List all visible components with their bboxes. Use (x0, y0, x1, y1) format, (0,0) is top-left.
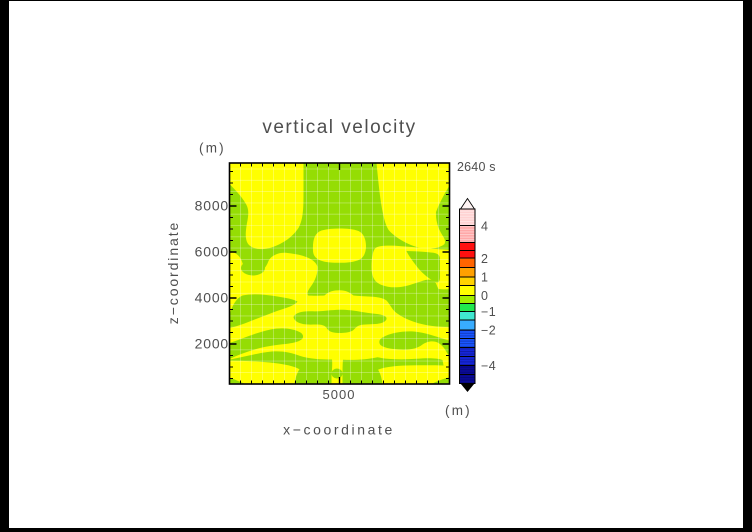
svg-text:0: 0 (481, 289, 488, 303)
svg-text:−2: −2 (481, 324, 496, 338)
svg-text:z−coordinate: z−coordinate (165, 221, 181, 324)
svg-text:2: 2 (481, 252, 488, 266)
svg-text:5000: 5000 (323, 387, 356, 402)
svg-text:4000: 4000 (195, 290, 229, 306)
svg-text:−4: −4 (481, 359, 496, 373)
svg-text:2640 s: 2640 s (457, 160, 496, 174)
svg-text:vertical velocity: vertical velocity (262, 117, 416, 138)
svg-text:x−coordinate: x−coordinate (283, 422, 395, 438)
svg-text:2000: 2000 (195, 336, 229, 352)
svg-text:−1: −1 (481, 305, 496, 319)
svg-text:1: 1 (481, 271, 488, 285)
svg-text:8000: 8000 (195, 198, 229, 214)
svg-text:4: 4 (481, 220, 488, 234)
svg-text:(m): (m) (445, 403, 472, 418)
svg-text:(m): (m) (199, 141, 226, 156)
svg-text:6000: 6000 (195, 244, 229, 260)
